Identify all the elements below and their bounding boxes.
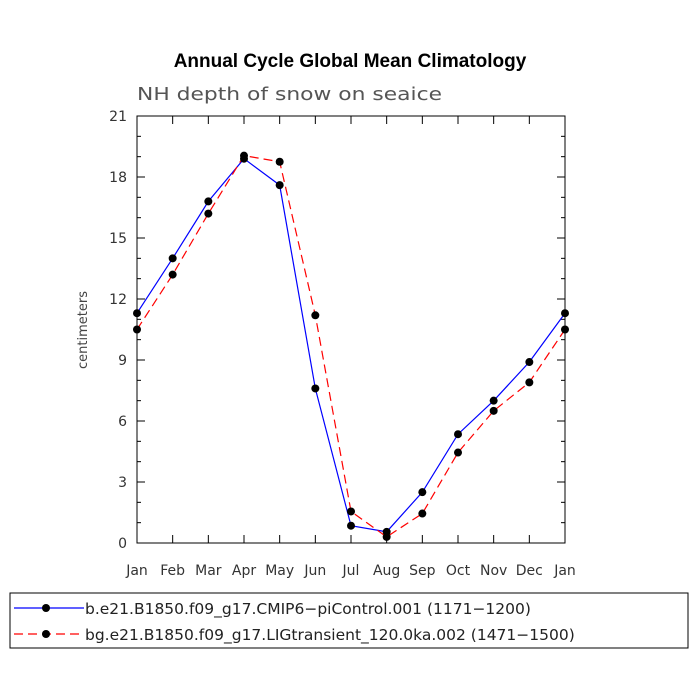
data-point [525, 378, 534, 387]
legend-marker [42, 630, 50, 638]
data-point [347, 507, 355, 516]
data-point [204, 197, 213, 206]
series-line-1 [136, 157, 566, 533]
x-tick-label: Mar [195, 563, 222, 579]
x-tick-label: Aug [373, 563, 400, 579]
data-point [418, 509, 427, 518]
data-point [275, 157, 284, 166]
x-tick-label: Sep [409, 563, 436, 579]
data-point [489, 406, 498, 415]
data-point [347, 521, 355, 530]
x-tick-label: Jan [553, 563, 576, 579]
data-point [454, 430, 462, 439]
data-point [489, 396, 498, 405]
data-point [382, 532, 391, 541]
plot-frame [136, 115, 566, 544]
x-tick-label: Nov [480, 563, 507, 579]
x-tick-label: Feb [160, 563, 185, 579]
chart-subtitle: NH depth of snow on seaice [137, 84, 442, 105]
y-axis-label: centimeters [76, 291, 91, 369]
x-tick-label: Apr [232, 563, 256, 579]
data-point [311, 311, 320, 320]
y-tick-label: 3 [118, 475, 127, 491]
y-tick-label: 9 [118, 353, 127, 369]
y-tick-label: 15 [109, 231, 127, 247]
data-point [275, 181, 284, 190]
chart-title: Annual Cycle Global Mean Climatology [174, 51, 527, 72]
x-tick-label: Dec [516, 563, 543, 579]
y-tick-label: 21 [109, 109, 127, 125]
legend-marker [42, 604, 50, 612]
x-tick-label: May [265, 563, 294, 579]
data-point [525, 358, 534, 367]
legend-label-1: b.e21.B1850.f09_g17.CMIP6−piControl.001 … [85, 600, 531, 619]
data-point [454, 448, 462, 457]
series-markers [133, 151, 569, 541]
legend-label-2: bg.e21.B1850.f09_g17.LIGtransient_120.0k… [85, 626, 575, 645]
data-point [561, 325, 569, 334]
x-tick-label: Jul [342, 563, 360, 579]
series-lines [136, 154, 566, 538]
x-tick-label: Oct [446, 563, 471, 579]
y-tick-label: 6 [118, 414, 127, 430]
x-tick-label: Jan [125, 563, 148, 579]
data-point [133, 309, 141, 318]
data-point [311, 384, 320, 393]
data-point [561, 309, 569, 318]
x-tick-label: Jun [303, 563, 326, 579]
data-point [204, 209, 213, 218]
axis-ticks: 0 3 6 9 12 15 18 21 Jan Feb Mar Apr May Jun Jul Aug Sep O… [109, 109, 576, 579]
data-point [133, 325, 141, 334]
data-point [418, 488, 427, 497]
legend: b.e21.B1850.f09_g17.CMIP6−piControl.001 … [9, 592, 689, 649]
y-tick-label: 12 [109, 292, 127, 308]
data-point [240, 151, 248, 160]
y-tick-label: 18 [109, 170, 127, 186]
legend-box [9, 592, 689, 649]
data-point [168, 270, 177, 279]
y-tick-label: 0 [118, 536, 127, 552]
data-point [168, 254, 177, 263]
